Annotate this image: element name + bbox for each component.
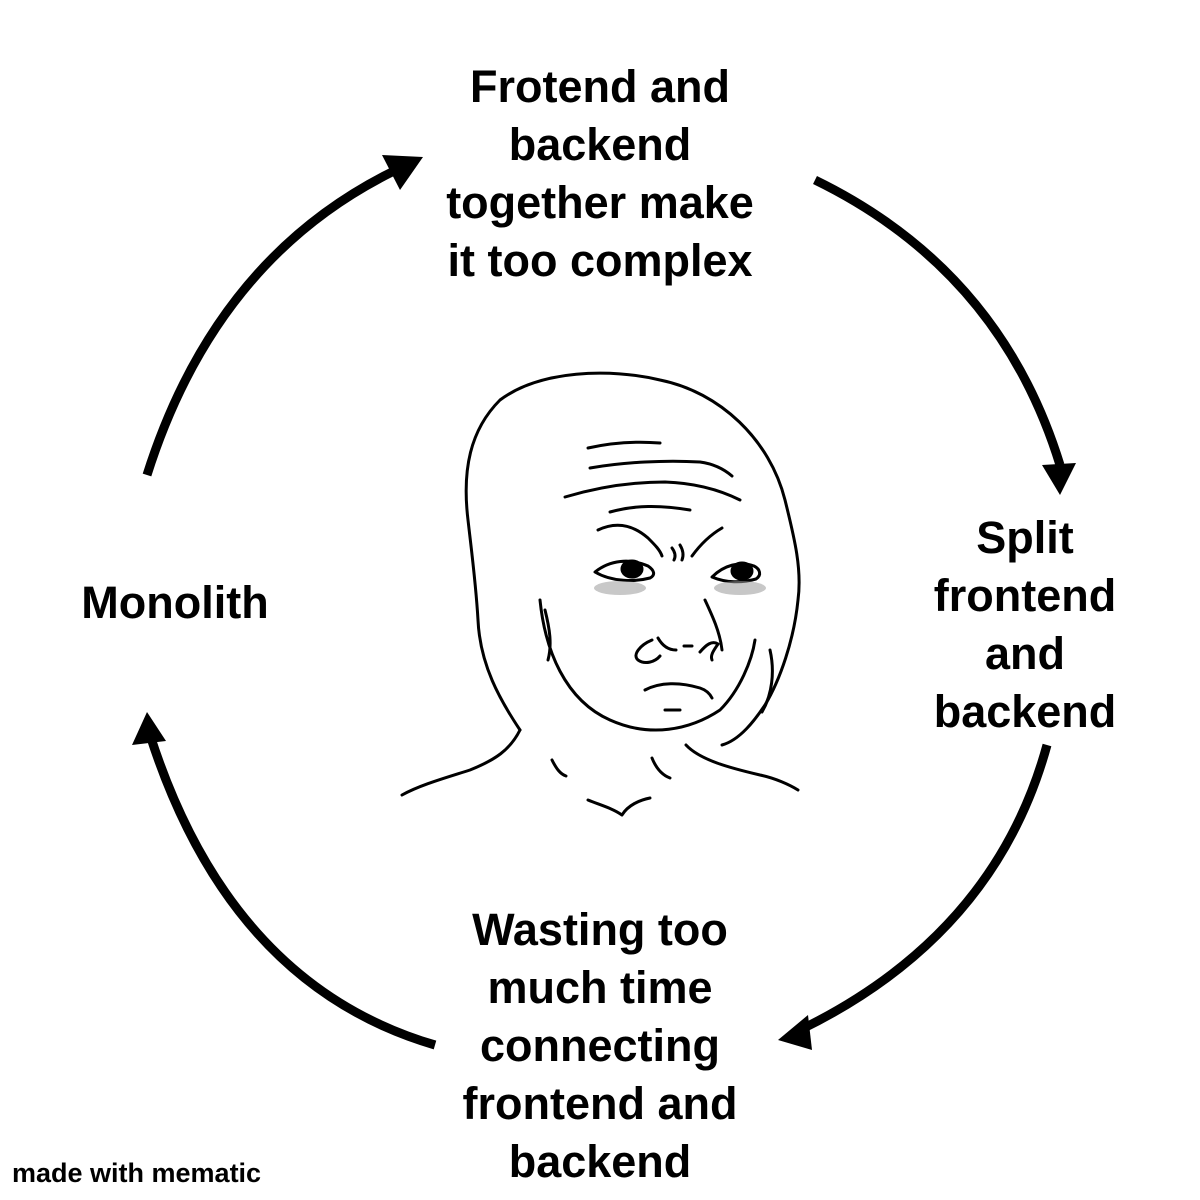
stage-right-line-3: and [984,628,1065,679]
stage-bottom-line-2: much time [487,962,713,1013]
stage-top-line-1: Frotend and [470,61,730,112]
stage-top-line-3: together make [446,177,754,228]
arrowhead-bottom-icon [778,1015,812,1050]
eye-shadow-marks [594,581,766,595]
stage-bottom-line-1: Wasting too [472,904,728,955]
stage-label-top: Frotend and backend together make it too… [380,58,820,290]
stage-top-line-4: it too complex [447,235,753,286]
arrowhead-right-icon [1042,463,1076,495]
arrow-bottom-to-left [145,733,437,1050]
sad-wojak-face [400,371,801,817]
stage-label-left: Monolith [55,574,295,632]
arrow-top-to-right [813,175,1065,467]
stage-bottom-line-5: backend [508,1136,692,1187]
stage-bottom-line-3: connecting [479,1020,720,1071]
stage-label-bottom: Wasting too much time connecting fronten… [380,901,820,1191]
stage-right-line-4: backend [933,686,1117,737]
arrowhead-left-icon [132,712,166,745]
stage-left-line-1: Monolith [81,577,269,628]
stage-right-line-2: frontend [933,570,1117,621]
arrow-right-to-bottom [798,743,1052,1035]
stage-top-line-2: backend [508,119,692,170]
stage-right-line-1: Split [976,512,1074,563]
stage-label-right: Split frontend and backend [900,509,1150,741]
stage-bottom-line-4: frontend and [462,1078,738,1129]
arrow-left-to-top [142,167,395,477]
watermark-text: made with mematic [12,1158,262,1188]
arrowhead-top-icon [382,155,423,190]
